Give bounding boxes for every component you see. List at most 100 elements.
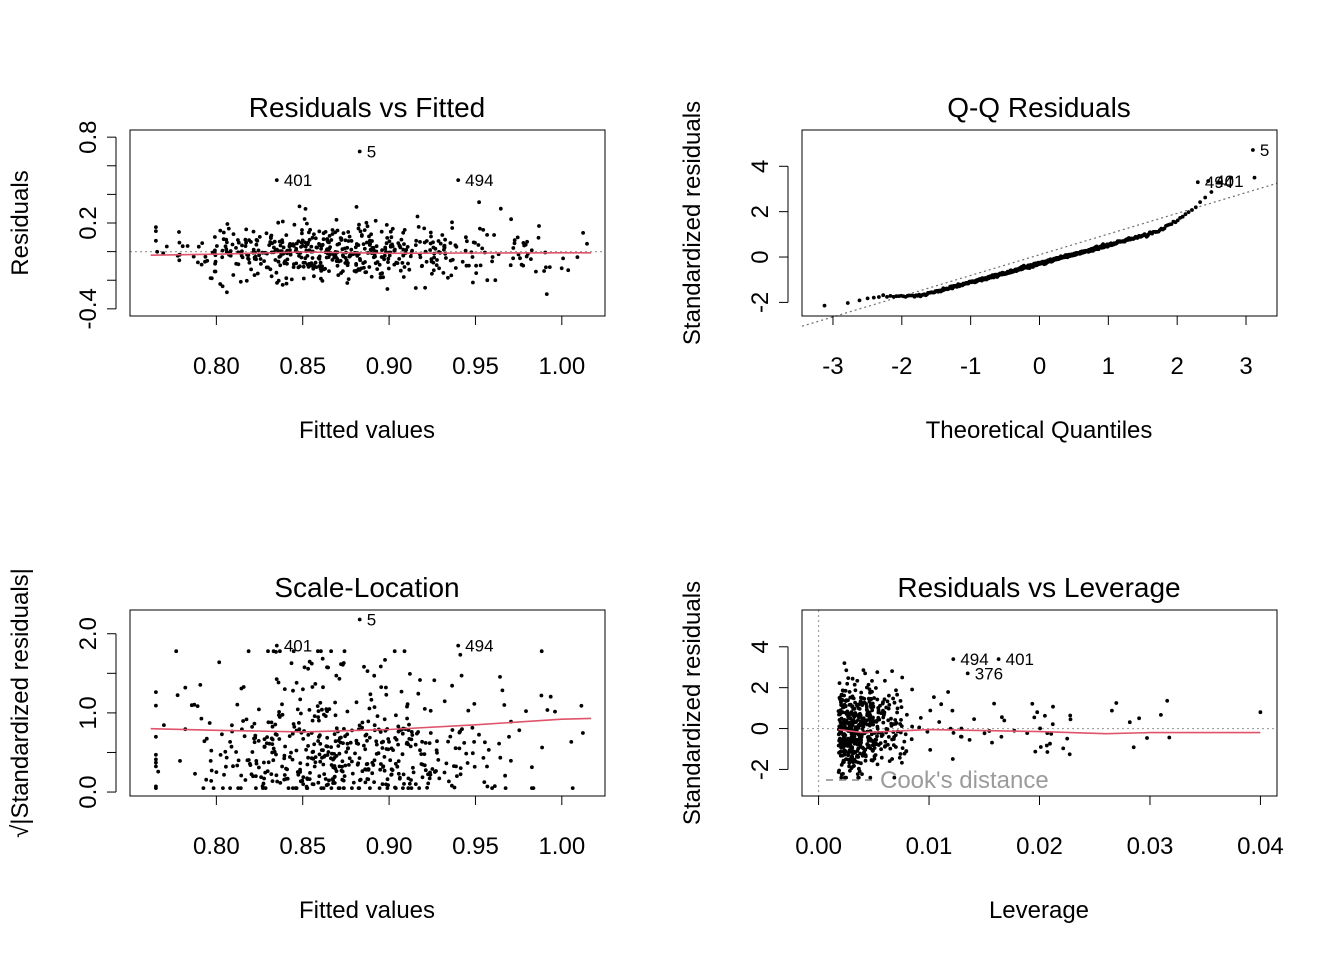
- data-point: [407, 781, 412, 786]
- data-point: [316, 649, 320, 654]
- data-point: [337, 676, 342, 681]
- x-tick-label: 0.04: [1237, 833, 1284, 860]
- data-point: [849, 745, 853, 750]
- data-point: [442, 770, 447, 775]
- data-point: [531, 786, 536, 790]
- data-point: [288, 252, 293, 257]
- data-point: [199, 262, 204, 267]
- data-point: [282, 777, 287, 782]
- legend: Cook's distance: [826, 767, 1049, 794]
- data-point: [327, 269, 331, 273]
- data-point: [154, 764, 158, 769]
- data-point: [341, 786, 346, 790]
- point-label: 401: [284, 171, 312, 190]
- data-point: [303, 207, 308, 211]
- data-point: [844, 712, 849, 716]
- data-point: [341, 253, 345, 258]
- data-point: [402, 228, 407, 232]
- data-point: [312, 274, 316, 279]
- data-point: [399, 237, 404, 242]
- data-point: [422, 752, 427, 756]
- data-point: [282, 687, 287, 691]
- data-point: [477, 732, 481, 737]
- data-point: [307, 237, 312, 242]
- data-point: [223, 749, 228, 754]
- data-point: [320, 707, 324, 712]
- data-point: [154, 229, 158, 234]
- data-point: [925, 729, 930, 734]
- data-point: [401, 253, 406, 258]
- data-point: [406, 786, 411, 790]
- data-point: [900, 746, 905, 750]
- data-point: [897, 755, 902, 760]
- data-point: [378, 767, 383, 772]
- y-tick-label: 2.0: [75, 617, 102, 650]
- data-point: [220, 732, 224, 737]
- data-point: [277, 737, 282, 741]
- data-point: [860, 753, 865, 758]
- point-label: 494: [465, 637, 493, 656]
- data-point: [1035, 710, 1040, 715]
- data-point: [379, 740, 384, 745]
- data-point: [320, 242, 325, 247]
- data-point: [307, 248, 312, 253]
- data-point: [368, 692, 373, 697]
- data-point: [258, 257, 263, 261]
- data-point: [1203, 195, 1208, 200]
- data-point: [498, 755, 503, 760]
- data-point: [1252, 175, 1257, 180]
- data-point: [254, 786, 258, 790]
- y-axis-label: √|Standardized residuals|: [7, 568, 34, 838]
- data-point: [262, 259, 266, 263]
- data-point: [394, 713, 398, 718]
- y-axis: 0.0 1.0 2.0: [75, 617, 117, 809]
- data-point: [272, 245, 276, 250]
- data-point: [334, 673, 339, 678]
- x-tick-label: 0.03: [1127, 833, 1174, 860]
- data-point: [498, 206, 503, 211]
- data-point: [332, 732, 337, 736]
- data-point: [917, 725, 922, 730]
- data-point: [177, 258, 182, 263]
- data-point: [843, 739, 847, 744]
- data-point: [409, 786, 414, 790]
- x-tick-label: 0.02: [1016, 833, 1063, 860]
- x-tick-label: -1: [960, 353, 981, 380]
- data-point: [196, 244, 201, 249]
- data-point: [332, 756, 337, 760]
- data-point: [373, 218, 378, 223]
- data-point: [239, 773, 244, 778]
- data-point: [398, 245, 403, 250]
- data-point: [362, 265, 366, 270]
- data-point: [448, 734, 453, 739]
- data-point: [415, 214, 420, 219]
- data-point: [1044, 743, 1049, 748]
- data-point: [464, 751, 469, 756]
- data-point: [860, 772, 864, 776]
- data-point: [318, 700, 323, 705]
- data-point: [857, 707, 862, 711]
- data-point: [273, 722, 278, 727]
- data-point: [517, 728, 522, 733]
- plot-frame: [801, 129, 1278, 317]
- data-point: [512, 241, 517, 246]
- data-point: [416, 730, 420, 734]
- data-point: [401, 786, 405, 790]
- data-point: [262, 745, 267, 749]
- data-point: [429, 234, 433, 239]
- data-point: [310, 235, 315, 240]
- data-point: [481, 228, 486, 232]
- data-point: [345, 732, 350, 737]
- data-point: [982, 731, 987, 736]
- data-point: [865, 711, 870, 716]
- y-tick-label: -0.4: [75, 288, 102, 329]
- point-label: 5: [367, 142, 376, 161]
- data-point: [382, 257, 386, 262]
- labelled-point: [965, 671, 970, 676]
- data-point: [414, 238, 419, 243]
- data-point: [413, 243, 418, 248]
- x-tick-label: -3: [822, 353, 843, 380]
- x-tick-label: 0.80: [193, 833, 240, 860]
- data-point: [861, 746, 866, 751]
